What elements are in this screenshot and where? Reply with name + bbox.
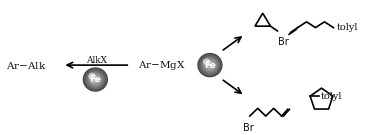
Circle shape <box>91 76 99 83</box>
Text: tolyl: tolyl <box>321 92 342 101</box>
Text: Ar$-$MgX: Ar$-$MgX <box>138 59 186 72</box>
Circle shape <box>88 73 102 86</box>
Text: Br: Br <box>279 37 289 47</box>
Circle shape <box>198 54 222 77</box>
Circle shape <box>205 60 215 70</box>
Circle shape <box>92 77 98 82</box>
Circle shape <box>204 59 216 71</box>
Circle shape <box>87 71 104 88</box>
Circle shape <box>208 63 212 67</box>
Text: Fe: Fe <box>204 61 216 70</box>
Circle shape <box>204 59 209 65</box>
Circle shape <box>199 55 221 76</box>
Text: tolyl: tolyl <box>336 23 358 32</box>
Circle shape <box>89 74 101 85</box>
Circle shape <box>94 79 96 80</box>
Circle shape <box>202 57 218 73</box>
Text: Fe: Fe <box>90 75 101 84</box>
Circle shape <box>93 78 98 81</box>
Circle shape <box>206 61 214 69</box>
Circle shape <box>90 75 100 84</box>
Circle shape <box>87 72 103 87</box>
Text: Ar$-$Alk: Ar$-$Alk <box>6 60 46 71</box>
Circle shape <box>207 62 213 68</box>
Circle shape <box>209 64 211 66</box>
Circle shape <box>85 70 105 89</box>
Circle shape <box>201 56 219 74</box>
Text: Br: Br <box>243 123 254 133</box>
Circle shape <box>89 73 95 79</box>
Text: AlkX: AlkX <box>86 56 107 65</box>
Circle shape <box>84 69 106 90</box>
Circle shape <box>203 58 217 72</box>
Circle shape <box>84 68 107 91</box>
Circle shape <box>200 55 220 75</box>
